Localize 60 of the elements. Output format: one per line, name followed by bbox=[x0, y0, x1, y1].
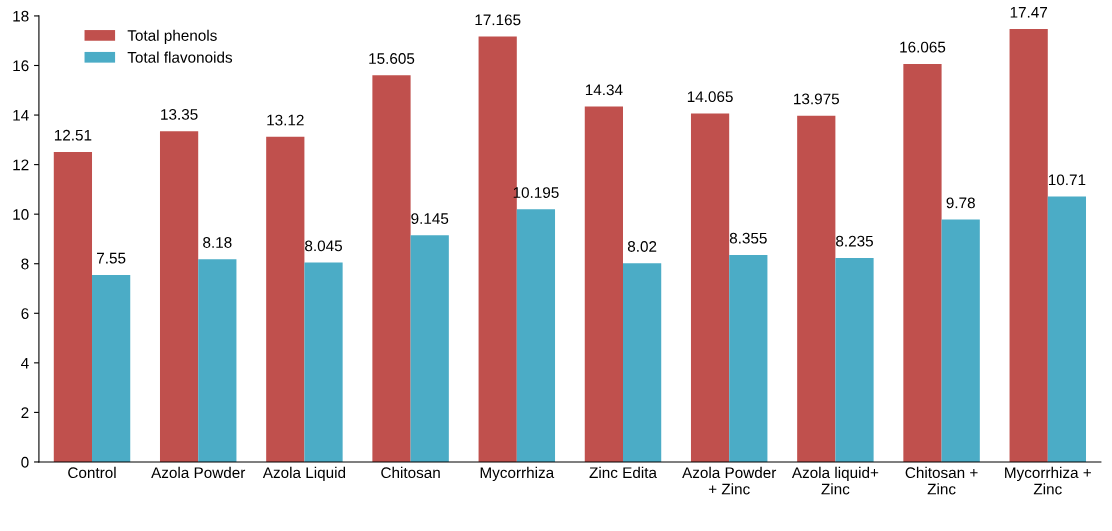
x-tick-label: Control bbox=[68, 466, 116, 479]
data-label: 8.355 bbox=[729, 232, 767, 244]
bar bbox=[92, 274, 131, 462]
bar bbox=[941, 219, 980, 462]
x-tick-label: Azola Powder + Zinc bbox=[682, 466, 777, 495]
data-label: 13.12 bbox=[267, 114, 304, 126]
x-tick-label: Chitosan + Zinc bbox=[905, 466, 978, 495]
data-label: 8.02 bbox=[627, 241, 657, 252]
y-tick-label: 6 bbox=[21, 308, 29, 319]
data-label: 13.975 bbox=[794, 93, 839, 105]
bar bbox=[372, 75, 411, 462]
y-tick-label: 16 bbox=[13, 60, 29, 72]
y-tick-label: 0 bbox=[21, 456, 29, 468]
data-label: 14.065 bbox=[687, 91, 733, 103]
bar bbox=[729, 254, 768, 462]
x-tick-label: Azola Liquid bbox=[262, 466, 346, 482]
bar bbox=[797, 115, 836, 462]
data-label: 17.165 bbox=[475, 14, 521, 26]
y-tick-label: 8 bbox=[21, 258, 29, 270]
legend-label: Total phenols bbox=[127, 29, 217, 44]
bar bbox=[584, 106, 623, 462]
x-tick-label: Chitosan bbox=[381, 466, 440, 479]
data-label: 16.065 bbox=[900, 41, 946, 53]
y-tick-label: 4 bbox=[21, 357, 29, 369]
data-label: 13.35 bbox=[161, 108, 198, 120]
y-tick-label: 18 bbox=[13, 10, 29, 22]
bar bbox=[623, 263, 662, 462]
data-label: 8.235 bbox=[836, 235, 873, 247]
x-tick-label: Mycorrhiza bbox=[480, 466, 555, 482]
data-label: 14.34 bbox=[585, 84, 623, 96]
data-label: 15.605 bbox=[369, 53, 415, 64]
y-tick-label: 10 bbox=[13, 209, 29, 220]
data-label: 9.78 bbox=[946, 197, 975, 209]
data-label: 17.47 bbox=[1010, 7, 1048, 18]
bar bbox=[516, 209, 556, 462]
data-label: 10.71 bbox=[1048, 174, 1086, 186]
x-tick-label: Mycorrhiza + Zinc bbox=[1005, 466, 1091, 495]
legend-label: Total flavonoids bbox=[127, 51, 233, 63]
data-label: 8.18 bbox=[203, 237, 232, 248]
bar bbox=[53, 151, 93, 462]
bar bbox=[159, 131, 199, 462]
bar bbox=[304, 262, 343, 462]
y-tick-label: 2 bbox=[21, 407, 29, 418]
bar bbox=[690, 113, 730, 462]
data-label: 12.51 bbox=[54, 129, 92, 141]
x-tick-label: Azola liquid+ Zinc bbox=[791, 466, 879, 495]
y-tick-label: 14 bbox=[13, 110, 29, 121]
bar bbox=[903, 63, 942, 462]
x-tick-label: Zinc Edita bbox=[589, 466, 657, 479]
data-label: 9.145 bbox=[411, 213, 449, 224]
bar bbox=[198, 259, 237, 462]
bar bbox=[1009, 29, 1048, 462]
y-tick-label: 12 bbox=[13, 159, 29, 171]
data-label: 7.55 bbox=[97, 252, 126, 264]
bar bbox=[1047, 196, 1087, 462]
x-tick-label: Azola Powder bbox=[151, 466, 246, 479]
bar bbox=[266, 136, 305, 462]
bar bbox=[410, 235, 449, 462]
data-label: 8.045 bbox=[305, 240, 342, 252]
bar bbox=[835, 257, 874, 462]
